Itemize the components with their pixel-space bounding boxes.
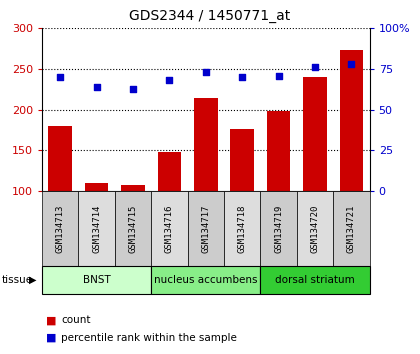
Text: percentile rank within the sample: percentile rank within the sample — [61, 333, 237, 343]
Text: GDS2344 / 1450771_at: GDS2344 / 1450771_at — [129, 9, 291, 23]
Bar — [267, 112, 291, 191]
Bar — [121, 185, 145, 191]
Text: tissue: tissue — [2, 275, 33, 285]
Bar — [231, 129, 254, 191]
Point — [57, 74, 63, 80]
Point — [239, 74, 246, 80]
Text: GSM134720: GSM134720 — [310, 204, 320, 252]
Point — [312, 64, 318, 70]
Text: ■: ■ — [46, 315, 57, 325]
Text: GSM134713: GSM134713 — [56, 204, 65, 252]
Text: GSM134715: GSM134715 — [129, 204, 137, 252]
Bar — [42, 266, 151, 294]
Text: dorsal striatum: dorsal striatum — [275, 275, 355, 285]
Bar — [151, 266, 260, 294]
Bar — [115, 191, 151, 266]
Bar — [340, 50, 363, 191]
Text: ▶: ▶ — [29, 275, 36, 285]
Text: GSM134714: GSM134714 — [92, 204, 101, 252]
Bar — [42, 191, 79, 266]
Point — [348, 61, 355, 67]
Point — [275, 73, 282, 78]
Bar — [260, 191, 297, 266]
Text: GSM134719: GSM134719 — [274, 204, 283, 252]
Point — [93, 84, 100, 90]
Text: ■: ■ — [46, 333, 57, 343]
Bar — [224, 191, 260, 266]
Text: count: count — [61, 315, 90, 325]
Bar — [79, 191, 115, 266]
Point — [166, 78, 173, 83]
Bar — [85, 183, 108, 191]
Bar — [194, 98, 218, 191]
Bar — [188, 191, 224, 266]
Text: GSM134718: GSM134718 — [238, 204, 247, 252]
Point — [202, 69, 209, 75]
Bar — [151, 191, 188, 266]
Text: nucleus accumbens: nucleus accumbens — [154, 275, 257, 285]
Bar — [260, 266, 370, 294]
Bar — [303, 77, 327, 191]
Text: GSM134716: GSM134716 — [165, 204, 174, 252]
Text: GSM134721: GSM134721 — [347, 204, 356, 252]
Bar — [48, 126, 72, 191]
Bar — [158, 152, 181, 191]
Point — [130, 86, 136, 91]
Bar — [297, 191, 333, 266]
Text: GSM134717: GSM134717 — [201, 204, 210, 252]
Bar — [333, 191, 370, 266]
Text: BNST: BNST — [83, 275, 110, 285]
